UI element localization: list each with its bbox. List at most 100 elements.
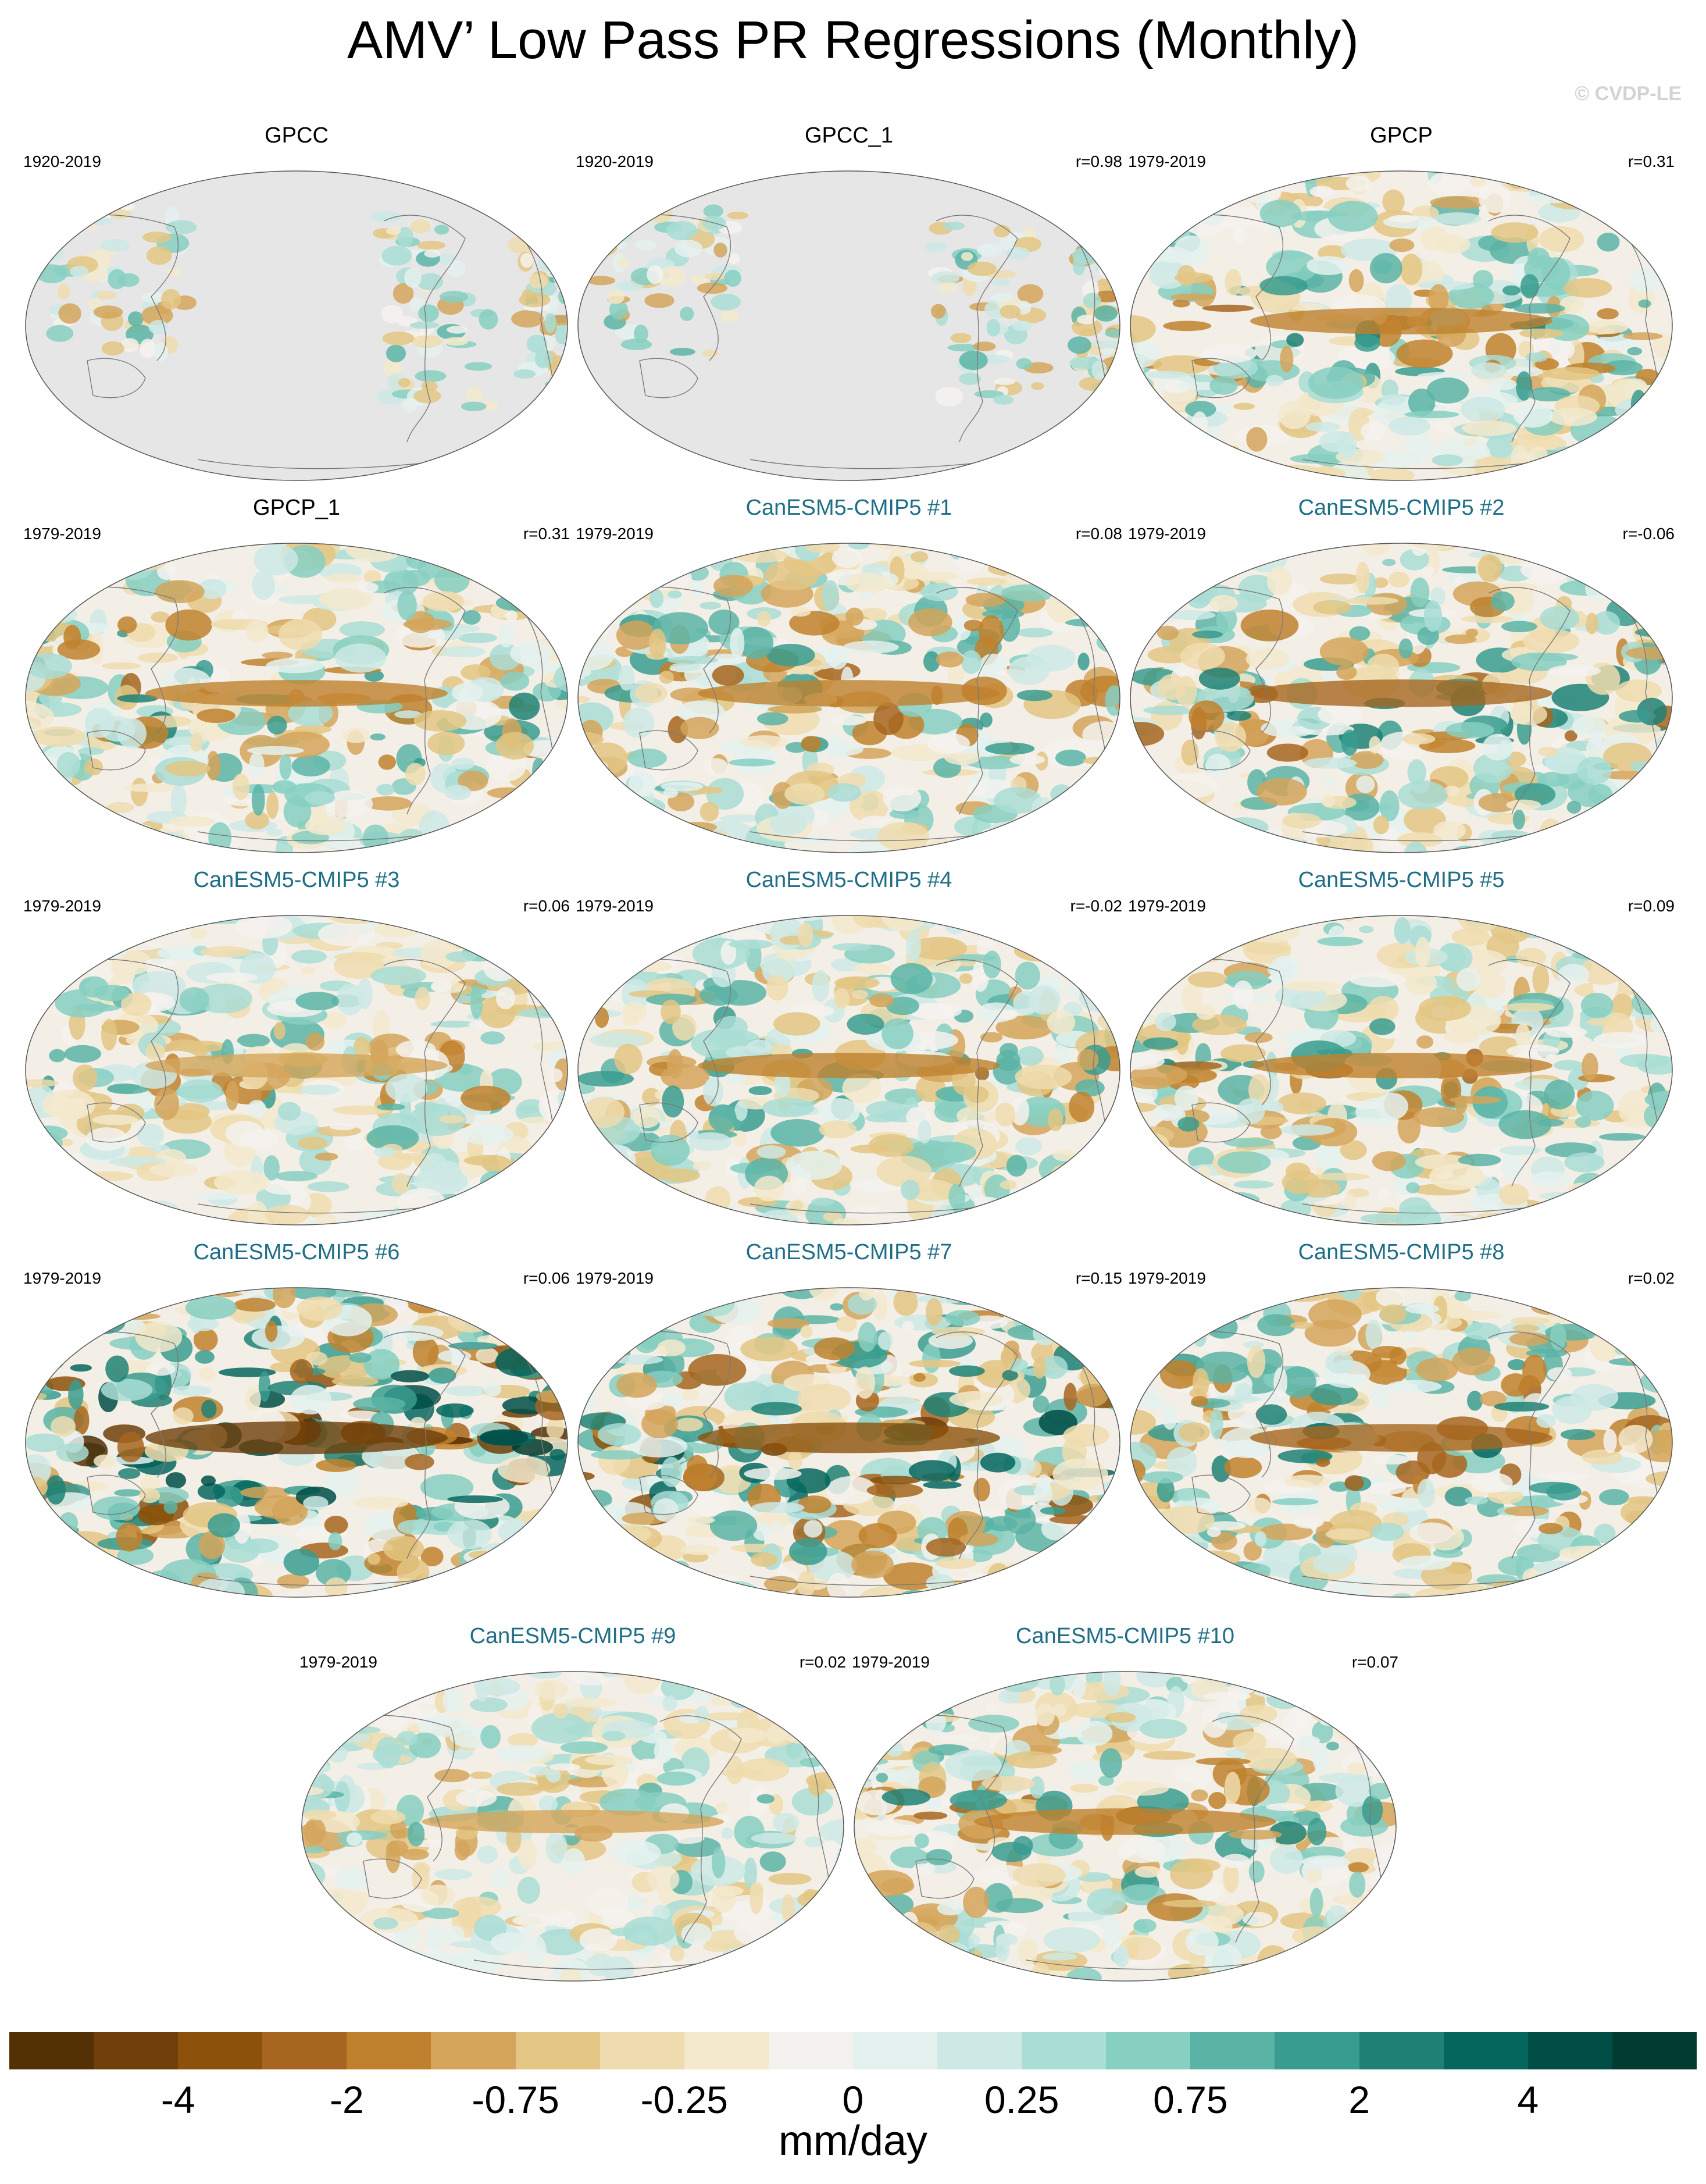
field-patch bbox=[357, 978, 373, 1010]
field-patch bbox=[582, 1096, 625, 1128]
field-patch bbox=[1079, 376, 1111, 391]
field-patch bbox=[1372, 1346, 1403, 1359]
field-patch bbox=[537, 915, 563, 931]
field-patch bbox=[644, 1302, 673, 1328]
field-patch bbox=[283, 1548, 320, 1576]
field-patch bbox=[1487, 378, 1517, 391]
field-patch bbox=[38, 589, 74, 610]
field-patch bbox=[1108, 1294, 1120, 1320]
field-patch bbox=[251, 784, 265, 816]
field-patch bbox=[719, 814, 764, 822]
field-patch bbox=[669, 348, 695, 356]
field-patch bbox=[1283, 1288, 1296, 1295]
field-patch bbox=[852, 989, 869, 999]
panel-title: CanESM5-CMIP5 #1 bbox=[745, 496, 952, 520]
field-patch bbox=[1327, 201, 1378, 232]
field-patch bbox=[1016, 1046, 1044, 1066]
field-patch bbox=[1594, 1523, 1616, 1544]
field-patch bbox=[447, 326, 468, 334]
field-patch bbox=[1361, 422, 1386, 441]
field-patch bbox=[145, 1042, 165, 1061]
field-patch bbox=[737, 626, 774, 660]
field-patch bbox=[142, 1213, 184, 1225]
panel-years: 1979-2019 bbox=[576, 897, 654, 915]
field-patch bbox=[26, 608, 51, 636]
field-patch bbox=[306, 1889, 330, 1917]
field-patch bbox=[421, 380, 438, 391]
field-patch bbox=[1400, 254, 1423, 286]
map-panel: CanESM5-CMIP5 #3 1979-2019 r=0.06 bbox=[23, 867, 570, 1227]
field-patch bbox=[1079, 588, 1117, 612]
field-patch bbox=[1646, 605, 1672, 637]
field-patch bbox=[315, 1152, 338, 1161]
field-patch bbox=[1082, 1584, 1101, 1597]
field-patch bbox=[1623, 789, 1657, 803]
field-patch bbox=[1622, 447, 1665, 459]
field-patch bbox=[1193, 1328, 1207, 1347]
field-patch bbox=[578, 1333, 594, 1354]
field-patch bbox=[1072, 1184, 1088, 1206]
field-patch bbox=[578, 1071, 634, 1087]
equatorial-band bbox=[145, 680, 448, 707]
field-patch bbox=[680, 717, 719, 739]
field-patch bbox=[302, 1674, 344, 1695]
field-patch bbox=[628, 771, 656, 797]
field-patch bbox=[1512, 1288, 1529, 1298]
field-patch bbox=[1559, 295, 1585, 314]
field-patch bbox=[1433, 821, 1466, 840]
field-patch bbox=[1633, 1294, 1668, 1309]
field-patch bbox=[1257, 1314, 1296, 1337]
field-patch bbox=[1356, 775, 1375, 793]
field-patch bbox=[730, 628, 745, 658]
field-patch bbox=[550, 234, 568, 254]
field-patch bbox=[1033, 1395, 1050, 1413]
field-patch bbox=[1130, 1064, 1187, 1086]
field-patch bbox=[49, 1049, 66, 1063]
field-patch bbox=[1101, 568, 1120, 586]
field-patch bbox=[994, 787, 1042, 814]
field-patch bbox=[1130, 1288, 1161, 1314]
field-patch bbox=[699, 801, 719, 822]
field-patch bbox=[430, 1020, 477, 1028]
field-patch bbox=[821, 1701, 843, 1724]
field-patch bbox=[247, 746, 304, 755]
field-patch bbox=[26, 586, 34, 618]
field-patch bbox=[1053, 566, 1102, 577]
field-patch bbox=[1224, 1456, 1262, 1478]
field-patch bbox=[1087, 585, 1120, 596]
field-patch bbox=[1607, 1297, 1657, 1320]
field-patch bbox=[687, 1672, 743, 1687]
field-patch bbox=[1498, 1184, 1529, 1206]
map-panel: GPCP 1979-2019 r=0.31 bbox=[1128, 122, 1675, 483]
equatorial-band bbox=[145, 1053, 448, 1078]
field-patch bbox=[1522, 1355, 1547, 1387]
field-patch bbox=[405, 1453, 434, 1470]
field-patch bbox=[602, 1956, 634, 1981]
field-patch bbox=[1391, 1593, 1412, 1597]
field-patch bbox=[490, 1177, 537, 1185]
field-patch bbox=[712, 1672, 731, 1697]
field-patch bbox=[93, 305, 123, 319]
field-patch bbox=[404, 268, 422, 288]
field-patch bbox=[834, 976, 880, 989]
field-patch bbox=[26, 1511, 49, 1520]
field-patch bbox=[606, 576, 642, 608]
coastline bbox=[87, 730, 146, 771]
field-patch bbox=[1662, 1522, 1672, 1530]
field-patch bbox=[1141, 1545, 1161, 1567]
field-patch bbox=[517, 1876, 540, 1904]
field-patch bbox=[1085, 575, 1112, 603]
field-patch bbox=[1560, 1429, 1596, 1440]
field-patch bbox=[1632, 1190, 1670, 1210]
field-patch bbox=[683, 1463, 718, 1491]
field-patch bbox=[609, 300, 628, 320]
field-patch bbox=[1404, 842, 1427, 853]
field-patch bbox=[1607, 1309, 1628, 1339]
field-patch bbox=[1255, 1404, 1287, 1425]
field-patch bbox=[483, 1200, 497, 1214]
field-patch bbox=[49, 1294, 91, 1311]
field-patch bbox=[578, 920, 615, 934]
field-patch bbox=[1408, 389, 1436, 416]
field-patch bbox=[1630, 760, 1653, 772]
field-patch bbox=[1626, 426, 1663, 442]
